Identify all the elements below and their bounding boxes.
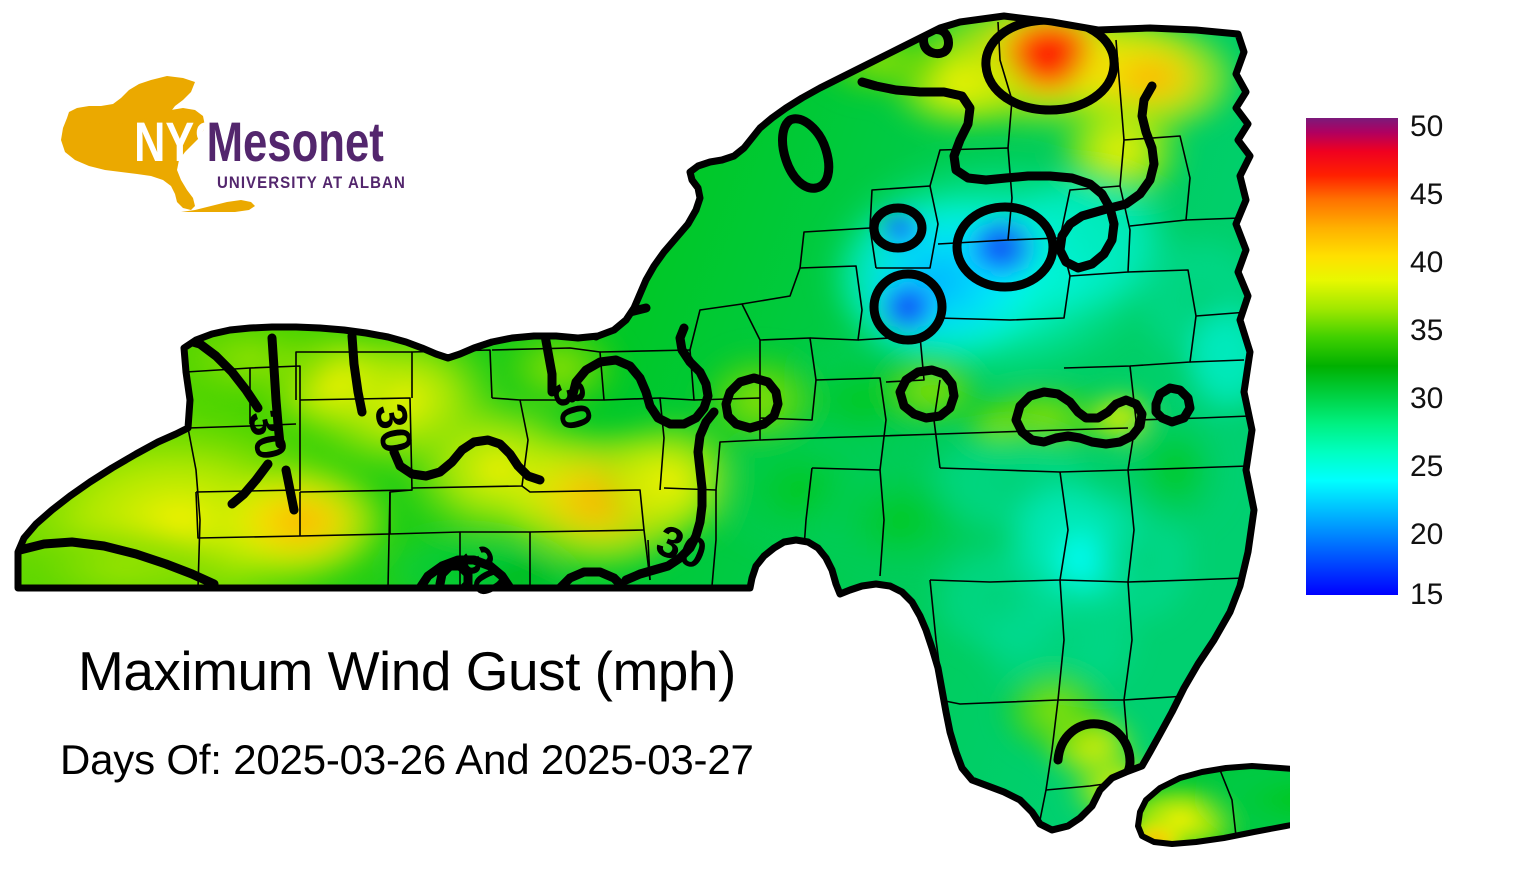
map-subtitle-dates: Days Of: 2025-03-26 And 2025-03-27 [60,736,754,783]
contour-label: 30 [238,406,296,464]
map-title: Maximum Wind Gust (mph) [78,640,736,702]
ny-state-logo-icon [61,76,255,212]
logo-mesonet-text: Mesonet [207,111,385,173]
colorbar-tick: 30 [1410,382,1444,415]
colorbar-tick: 40 [1410,246,1444,279]
logo-nys-text: NYS [134,111,223,173]
colorbar-tick: 45 [1410,178,1444,211]
colorbar-tick: 15 [1410,578,1444,611]
logo-tagline-text: UNIVERSITY AT ALBANY [217,174,405,192]
colorbar-tick: 35 [1410,314,1444,347]
colorbar-tick: 50 [1410,110,1444,143]
wind-gust-colorbar[interactable]: 50 45 40 35 30 25 20 15 [1306,112,1516,612]
new-york-state-gust-map[interactable]: 30 30 30 30 30 [0,0,1290,876]
colorbar-tick: 20 [1410,518,1444,551]
long-island-county-boundaries [1219,767,1290,837]
contour-label: 30 [365,400,422,457]
colorbar-gradient [1306,118,1398,595]
nys-mesonet-logo[interactable]: NYS Mesonet UNIVERSITY AT ALBANY [55,62,405,212]
colorbar-tick: 25 [1410,450,1444,483]
colorbar-tick-labels: 50 45 40 35 30 25 20 15 [1410,112,1510,612]
